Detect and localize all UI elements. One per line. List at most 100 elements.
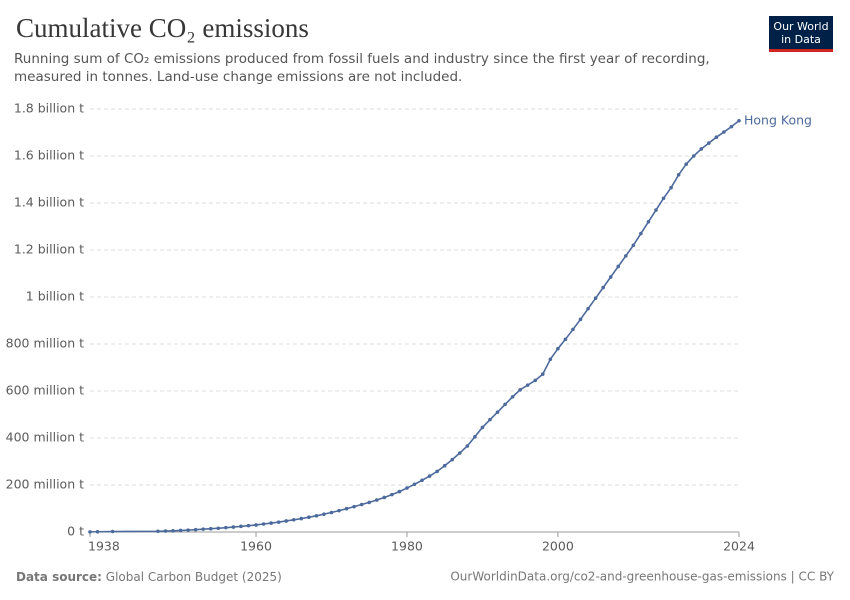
y-tick-label: 200 million t <box>6 477 84 492</box>
point <box>729 124 734 129</box>
point <box>563 337 568 342</box>
point <box>337 508 341 513</box>
point <box>654 208 658 212</box>
footer-url[interactable]: OurWorldinData.org/co2-and-greenhouse-ga… <box>450 570 834 584</box>
y-tick-label: 1.4 billion t <box>14 195 84 210</box>
subtitle-box: Running sum of CO₂ emissions produced fr… <box>14 51 710 85</box>
point <box>593 296 598 300</box>
y-tick-label: 1 billion t <box>26 289 84 304</box>
point <box>624 254 628 258</box>
y-tick-label: 0 t <box>67 524 84 539</box>
point <box>382 495 387 500</box>
point <box>435 469 439 474</box>
point <box>239 524 243 529</box>
point <box>525 383 530 387</box>
point <box>254 523 258 527</box>
point <box>186 528 190 532</box>
point <box>420 478 424 483</box>
point <box>616 264 621 269</box>
point <box>533 378 538 383</box>
point <box>571 327 575 332</box>
point <box>397 489 402 494</box>
chart-title: Cumulative CO₂ emissions <box>16 13 309 43</box>
point <box>322 512 326 516</box>
point <box>503 402 507 407</box>
point <box>193 527 198 532</box>
point <box>299 516 304 521</box>
point <box>586 306 590 311</box>
point <box>488 417 492 422</box>
point <box>216 526 221 531</box>
point <box>208 526 213 531</box>
point <box>639 231 643 236</box>
point <box>178 528 183 533</box>
point <box>88 530 92 534</box>
point <box>450 457 455 462</box>
point <box>163 529 168 533</box>
point <box>548 357 553 362</box>
point <box>314 513 319 518</box>
point <box>699 147 704 151</box>
point <box>473 435 477 439</box>
footer-source: Data source: Global Carbon Budget (2025) <box>16 570 282 584</box>
point <box>442 463 447 468</box>
point <box>344 506 349 511</box>
logo-text[interactable]: Our World <box>773 20 828 33</box>
point <box>518 388 522 392</box>
point <box>276 520 281 524</box>
point <box>284 519 289 523</box>
x-tick-label: 1938 <box>88 539 120 554</box>
point <box>714 135 719 139</box>
point <box>495 410 500 414</box>
y-tick-label: 1.2 billion t <box>14 242 84 257</box>
point <box>231 525 236 529</box>
point <box>246 523 251 528</box>
point <box>307 515 311 519</box>
point <box>110 529 115 534</box>
point <box>95 529 100 534</box>
source-label: Data source: <box>16 570 102 584</box>
point <box>676 173 681 177</box>
y-tick-label: 400 million t <box>6 430 84 445</box>
point <box>578 317 583 322</box>
point <box>329 510 334 515</box>
point <box>540 372 545 376</box>
point <box>427 474 432 478</box>
x-tick-label: 2000 <box>542 539 574 554</box>
point <box>669 185 673 190</box>
point <box>691 154 696 158</box>
point <box>480 425 485 430</box>
point <box>156 529 160 534</box>
y-tick-label: 600 million t <box>6 383 84 398</box>
point <box>291 517 296 522</box>
point <box>359 502 364 507</box>
point <box>412 482 417 487</box>
point <box>601 285 605 290</box>
point <box>707 141 711 145</box>
x-tick-label: 2024 <box>723 539 755 554</box>
source: Global Carbon Budget (2025) <box>106 570 282 584</box>
point <box>457 451 462 455</box>
point <box>510 395 515 399</box>
point <box>171 529 175 533</box>
logo-bg <box>769 16 833 52</box>
point <box>608 275 613 279</box>
point <box>224 525 228 530</box>
point <box>684 162 688 167</box>
logo-text[interactable]: in Data <box>781 33 821 46</box>
point <box>367 500 372 505</box>
logo-bar <box>769 49 833 52</box>
series-label: Hong Kong <box>744 112 812 127</box>
point <box>405 486 409 490</box>
x-tick-label: 1960 <box>240 539 272 554</box>
line <box>89 120 740 533</box>
y-tick-label: 1.8 billion t <box>14 101 84 116</box>
point <box>646 220 651 224</box>
point <box>352 504 356 509</box>
point <box>556 346 560 351</box>
point <box>631 243 636 248</box>
point <box>465 444 470 448</box>
point <box>661 196 666 201</box>
point <box>261 522 266 526</box>
